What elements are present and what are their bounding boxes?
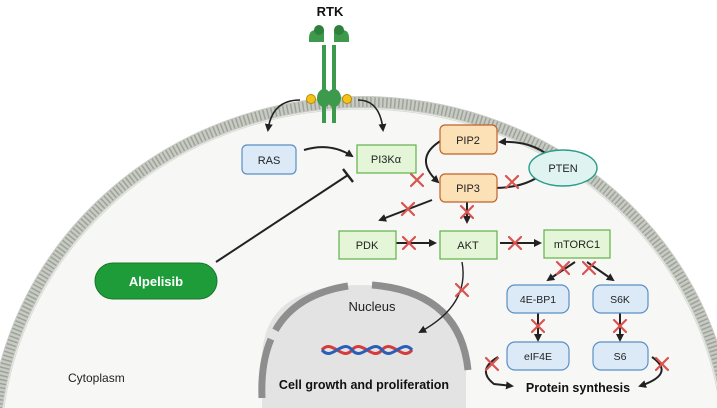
cross-icon bbox=[581, 260, 597, 276]
node-pdk-label: PDK bbox=[356, 240, 379, 252]
node-pi3k-box bbox=[356, 144, 417, 174]
cross-icon bbox=[409, 172, 425, 188]
inhibition-crosses bbox=[400, 172, 670, 372]
node-pten-label: PTEN bbox=[548, 163, 577, 175]
node-akt-box bbox=[439, 230, 498, 260]
nodes bbox=[94, 124, 649, 371]
rtk-label: RTK bbox=[317, 4, 344, 19]
nucleus-label: Nucleus bbox=[349, 299, 396, 314]
node-pi3k-label: PI3Kα bbox=[371, 154, 402, 166]
edge-rtk-pi3k bbox=[357, 99, 387, 132]
node-akt-label: AKT bbox=[457, 240, 479, 252]
node-mtorc1-box bbox=[543, 229, 611, 259]
node-s6k-label: S6K bbox=[610, 294, 630, 306]
node-ras-box bbox=[241, 144, 297, 175]
dna-icon bbox=[320, 345, 414, 355]
node-ras-label: RAS bbox=[258, 155, 281, 167]
node-s6-label: S6 bbox=[614, 351, 627, 363]
node-pip3-label: PIP3 bbox=[456, 183, 480, 195]
cytoplasm-label: Cytoplasm bbox=[68, 371, 125, 385]
node-ebp1-label: 4E-BP1 bbox=[520, 294, 556, 306]
cross-icon bbox=[504, 174, 520, 190]
edge-alpelisib-pi3k bbox=[215, 174, 349, 263]
inhibit-bar bbox=[342, 168, 354, 183]
node-eif4e-label: eIF4E bbox=[524, 351, 552, 363]
cross-icon bbox=[530, 318, 546, 334]
node-pip2-box bbox=[439, 124, 498, 155]
cross-icon bbox=[507, 235, 523, 251]
alpelisib-label: Alpelisib bbox=[129, 274, 183, 289]
rtk-receptor-icon bbox=[306, 25, 352, 123]
edge-ras-pi3k bbox=[303, 146, 354, 158]
node-pdk-box bbox=[338, 230, 397, 260]
cross-icon bbox=[612, 318, 628, 334]
node-s6k-box bbox=[592, 284, 649, 314]
node-pten-box bbox=[528, 149, 598, 187]
protein-synthesis-label: Protein synthesis bbox=[526, 381, 630, 395]
edge-pip2-pip3 bbox=[425, 139, 443, 184]
growth-label: Cell growth and proliferation bbox=[279, 378, 449, 392]
node-eif4e-box bbox=[506, 341, 570, 371]
cross-icon bbox=[459, 204, 475, 220]
node-mtorc1-label: mTORC1 bbox=[554, 239, 600, 251]
edge-eif4e-protein bbox=[485, 356, 514, 390]
cross-icon bbox=[401, 235, 417, 251]
alpelisib-box bbox=[94, 262, 218, 300]
edge-akt-nucleus bbox=[418, 261, 464, 333]
edge-s6-protein bbox=[638, 356, 663, 388]
edge-rtk-ras bbox=[264, 99, 301, 132]
cross-icon bbox=[400, 201, 416, 217]
cross-icon bbox=[555, 260, 571, 276]
node-pip3-box bbox=[439, 173, 498, 203]
node-pip2-label: PIP2 bbox=[456, 135, 480, 147]
node-ebp1-box bbox=[506, 284, 570, 314]
nucleus bbox=[258, 281, 472, 408]
cross-icon bbox=[454, 282, 470, 298]
cross-icon bbox=[484, 356, 500, 372]
cross-icon bbox=[654, 356, 670, 372]
node-s6-box bbox=[592, 341, 649, 371]
